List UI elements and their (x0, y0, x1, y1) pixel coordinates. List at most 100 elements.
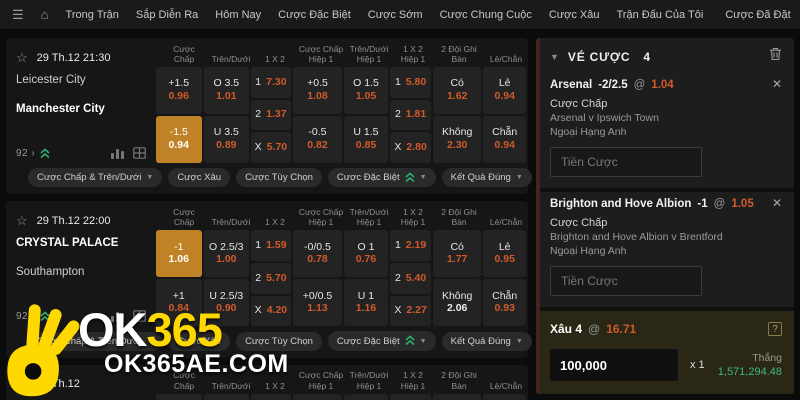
odds-cell[interactable]: U 1 1.16 (343, 279, 389, 327)
odds-cell[interactable]: Không 2.30 (432, 116, 482, 163)
odds-cell[interactable]: Lẻ 0.94 (483, 67, 526, 114)
nav-item-trong-trận[interactable]: Trong Trận (65, 8, 119, 21)
odds-cell[interactable]: 1 7.30 (250, 67, 292, 98)
odds-cell[interactable]: 00.89 (293, 393, 342, 400)
odds-cell[interactable]: -0/0.5 0.78 (293, 230, 342, 278)
odds-cell[interactable]: +1.5 0.96 (155, 67, 202, 114)
odds-value: 0.82 (307, 139, 328, 151)
odds-value: 2.30 (446, 139, 468, 151)
nav-item-cược-đã-đặt[interactable]: Cược Đã Đặt (725, 8, 791, 21)
market-tab-c-c-ch-p-tr-n-d-i[interactable]: Cược Chấp & Trên/Dưới ▼ (28, 331, 163, 351)
close-icon[interactable]: ✕ (771, 196, 782, 210)
nav-item-cược-xâu[interactable]: Cược Xâu (548, 8, 600, 21)
nav-item-cược-sớm[interactable]: Cược Sớm (367, 8, 423, 21)
odds-cell[interactable]: X 2.80 (390, 132, 431, 164)
odds-cell[interactable]: Có 1.77 (432, 230, 482, 278)
nav-item-hôm-nay[interactable]: Hôm Nay (215, 8, 262, 21)
hamburger-menu-icon[interactable]: ☰ (12, 6, 24, 22)
column-header: Lẻ/Chẵn (489, 217, 523, 228)
stats-chart-icon[interactable] (110, 147, 124, 159)
column-header: 1 X 2 Hiệp 1 (400, 370, 426, 391)
chevron-down-icon[interactable]: ▼ (550, 51, 559, 62)
odds-cell[interactable] (204, 393, 249, 400)
odds-cell[interactable]: Lẻ0.97 (483, 393, 526, 400)
favorite-star-icon[interactable]: ☆ (16, 213, 28, 229)
odds-cell[interactable]: Không 2.06 (432, 279, 482, 327)
help-icon[interactable]: ? (768, 322, 782, 336)
odds-cell[interactable]: +0/0.5 1.13 (293, 279, 342, 327)
odds-cell[interactable]: X 4.20 (250, 295, 292, 327)
match-body: EvertonNottingham Forest 12.6522.9000.89O… (6, 393, 528, 400)
stats-chart-icon[interactable] (110, 310, 124, 323)
odds-cell[interactable]: 2 5.70 (250, 263, 292, 294)
odds-cell[interactable]: O 11.17 (343, 393, 389, 400)
odds-cell[interactable]: 2 1.81 (390, 99, 431, 131)
odds-cell[interactable]: -1.5 0.94 (155, 116, 202, 163)
nav-item-trận-đấu-của-tôi[interactable]: Trận Đấu Của Tôi (616, 8, 704, 21)
odds-cell[interactable]: O 3.5 1.01 (204, 67, 249, 114)
bet-stake-input[interactable] (550, 147, 702, 177)
odds-line: O 1 (357, 240, 375, 253)
odds-cell[interactable]: +0.5 1.08 (293, 67, 342, 114)
at-symbol: @ (633, 79, 646, 91)
odds-cell[interactable]: Có 1.62 (432, 67, 482, 114)
odds-cell[interactable]: +1 0.84 (155, 279, 202, 327)
bet-title-row: Brighton and Hove Albion -1 @1.05 ✕ (550, 196, 782, 210)
odds-cell[interactable] (155, 393, 202, 400)
odds-value: 0.90 (216, 302, 237, 315)
home-icon[interactable]: ⌂ (40, 7, 49, 22)
odds-cell[interactable]: 1 1.59 (250, 230, 292, 262)
odds-cell[interactable]: -1 1.06 (155, 230, 202, 278)
market-tab-c-c-x-u[interactable]: Cược Xâu (168, 331, 231, 351)
match-stats-row: 92 › (16, 147, 156, 159)
odds-cell[interactable]: Có1.89 (432, 393, 482, 400)
favorite-star-icon[interactable]: ☆ (16, 50, 28, 65)
odds-cell[interactable]: Chẵn 0.94 (483, 116, 526, 163)
odds-cell[interactable]: X 2.27 (390, 295, 431, 327)
market-tab-c-c-x-u[interactable]: Cược Xâu (168, 168, 231, 188)
odds-cell[interactable]: X 5.70 (250, 132, 292, 164)
odds-cell[interactable]: -0.5 0.82 (293, 116, 342, 163)
odds-cell[interactable]: O 2.5/3 1.00 (204, 230, 249, 278)
odds-line: -0/0.5 (304, 240, 331, 253)
odds-cell[interactable]: O 1.5 1.05 (343, 67, 389, 114)
betslip-panel: ▼ VÉ CƯỢC 4 Arsenal -2/2.5 @1.04 ✕ Cược Chấp… (536, 38, 794, 394)
close-icon[interactable]: ✕ (771, 77, 782, 91)
odds-cell[interactable]: 12.65 (250, 393, 292, 400)
odds-line: Lẻ (498, 77, 511, 90)
odds-cell[interactable]: Chẵn 0.93 (483, 279, 526, 327)
favorite-star-icon[interactable]: ☆ (16, 376, 28, 392)
odds-cell[interactable]: 1 5.80 (390, 67, 431, 98)
odds-cell[interactable]: O 1 0.76 (343, 230, 389, 278)
bet-stake-input[interactable] (550, 266, 702, 296)
parlay-stake-input[interactable] (550, 349, 678, 381)
market-tab-c-c-t-y-ch-n[interactable]: Cược Tùy Chọn (236, 168, 322, 188)
nav-item-cược-chung-cuộc[interactable]: Cược Chung Cuộc (439, 8, 532, 21)
trash-icon[interactable] (769, 47, 782, 66)
nav-item-cược-đặc-biệt[interactable]: Cược Đặc Biệt (278, 8, 351, 21)
market-tab-k-t-qu-ng[interactable]: Kết Quả Đúng ▼ (441, 331, 532, 351)
odds-cell[interactable]: 2 5.40 (390, 263, 431, 294)
more-markets-count[interactable]: 92 › (16, 147, 36, 159)
nav-item-sắp-diễn-ra[interactable]: Sắp Diễn Ra (135, 8, 199, 21)
odds-cell[interactable]: 13.35 (390, 393, 431, 400)
odds-value: 0.96 (168, 90, 189, 102)
odds-cell[interactable]: U 3.5 0.89 (204, 116, 249, 163)
market-tab-c-c-c-bi-t[interactable]: Cược Đặc Biệt ▼ (327, 331, 436, 351)
market-tab-c-c-ch-p-tr-n-d-i[interactable]: Cược Chấp & Trên/Dưới ▼ (28, 168, 163, 188)
odds-line: O 1.5 (353, 77, 379, 90)
odds-cell[interactable]: 2 1.37 (250, 99, 292, 131)
column-header: 2 Đội Ghi Bàn (441, 207, 477, 228)
odds-line: U 3.5 (213, 126, 239, 139)
odds-cell[interactable]: U 2.5/3 0.90 (204, 279, 249, 327)
more-markets-count[interactable]: 92 › (16, 310, 36, 322)
odds-column-td: O 3.5 1.01 U 3.5 0.89 (204, 67, 249, 163)
odds-cell[interactable]: U 1.5 0.85 (343, 116, 389, 163)
pitch-view-icon[interactable] (132, 310, 146, 323)
market-tab-k-t-qu-ng[interactable]: Kết Quả Đúng ▼ (441, 168, 532, 188)
odds-cell[interactable]: Lẻ 0.95 (483, 230, 526, 278)
odds-cell[interactable]: 1 2.19 (390, 230, 431, 262)
pitch-view-icon[interactable] (132, 147, 146, 159)
market-tab-c-c-c-bi-t[interactable]: Cược Đặc Biệt ▼ (327, 168, 436, 188)
market-tab-c-c-t-y-ch-n[interactable]: Cược Tùy Chọn (236, 331, 322, 351)
